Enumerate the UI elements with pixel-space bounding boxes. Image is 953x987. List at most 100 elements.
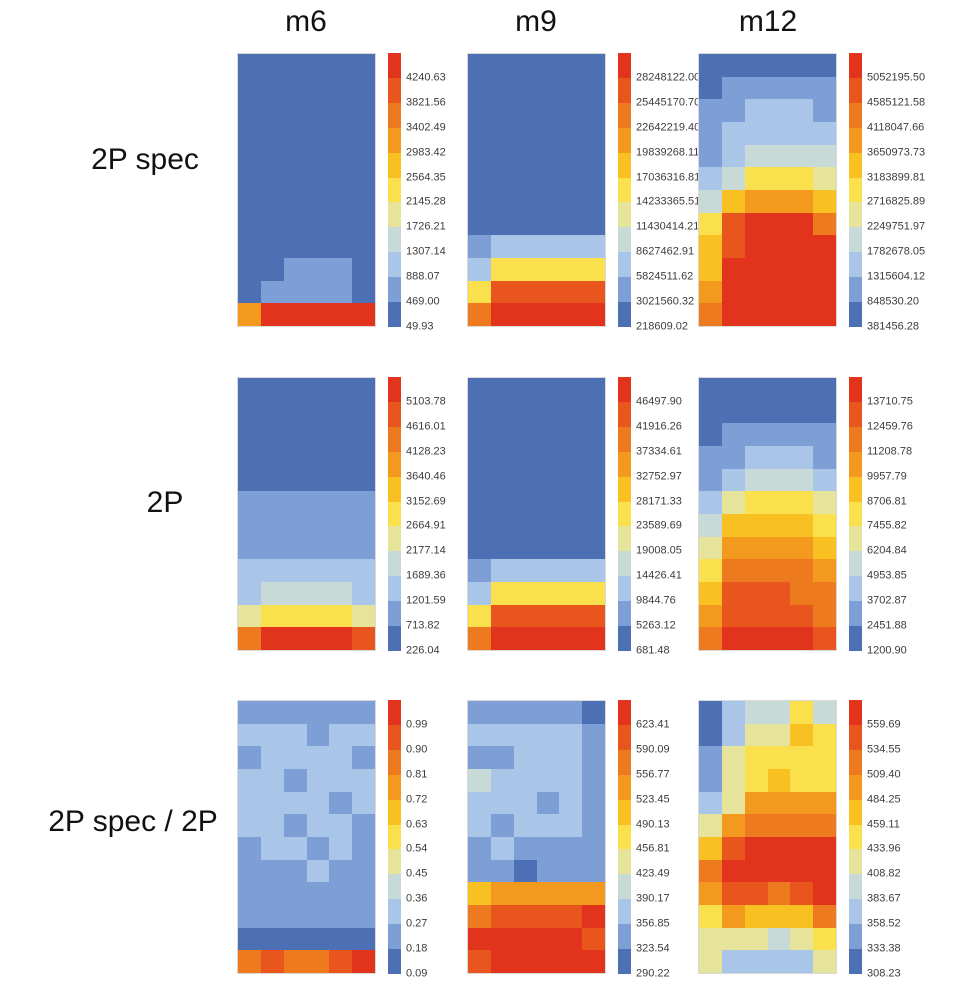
heatmap-cell	[513, 536, 537, 560]
colorbar-tick-label: 408.82	[867, 867, 901, 880]
colorbar-tick-label: 5052195.50	[867, 71, 926, 84]
heatmap-cell	[329, 235, 353, 258]
heatmap-cell	[536, 927, 560, 951]
heatmap-grid-2p-spec-2p-m9	[467, 700, 606, 974]
heatmap-cell	[329, 423, 353, 446]
heatmap-cell	[329, 280, 353, 304]
heatmap-cell	[352, 54, 375, 77]
heatmap-cell	[260, 378, 284, 401]
heatmap-cell	[790, 76, 814, 100]
heatmap-cell	[306, 189, 330, 213]
heatmap-cell	[238, 627, 261, 650]
heatmap-cell	[283, 513, 307, 537]
heatmap-cell	[283, 723, 307, 747]
heatmap-cell	[767, 491, 791, 514]
heatmap-cell	[559, 559, 583, 582]
heatmap-cell	[283, 791, 307, 815]
heatmap-cell	[513, 144, 537, 168]
heatmap-cell	[790, 257, 814, 281]
heatmap-cell	[699, 445, 722, 469]
heatmap-cell	[699, 581, 722, 605]
heatmap-cell	[238, 445, 261, 469]
heatmap-cell	[790, 212, 814, 236]
colorbar-tick-label: 3152.69	[406, 495, 446, 508]
colorbar-segment	[388, 401, 401, 427]
heatmap-cell	[329, 189, 353, 213]
colorbar-tick-label: 2664.91	[406, 519, 446, 532]
heatmap-cell	[306, 303, 330, 326]
heatmap-cell	[490, 513, 514, 537]
column-title-m9: m9	[515, 5, 557, 38]
heatmap-cell	[513, 513, 537, 537]
heatmap-cell	[767, 746, 791, 769]
heatmap-cell	[490, 257, 514, 281]
heatmap-cell	[306, 491, 330, 514]
heatmap-cell	[329, 859, 353, 883]
colorbar-segment	[388, 551, 401, 577]
heatmap-cell	[559, 468, 583, 492]
heatmap-cell	[813, 468, 836, 492]
heatmap-cell	[306, 701, 330, 724]
heatmap-cell	[559, 189, 583, 213]
heatmap-cell	[352, 559, 375, 582]
heatmap-cell	[468, 257, 491, 281]
heatmap-cell	[699, 121, 722, 145]
heatmap-cell	[559, 378, 583, 401]
heatmap-cell	[721, 76, 745, 100]
heatmap-cell	[283, 468, 307, 492]
colorbar-segment	[388, 501, 401, 527]
heatmap-cell	[260, 559, 284, 582]
heatmap-cell	[490, 768, 514, 792]
heatmap-cell	[721, 167, 745, 190]
heatmap-cell	[283, 212, 307, 236]
heatmap-cell	[767, 904, 791, 928]
heatmap-cell	[721, 536, 745, 560]
heatmap-cell	[582, 189, 605, 213]
colorbar-tick-label: 559.69	[867, 718, 901, 731]
heatmap-cell	[490, 76, 514, 100]
heatmap-cell	[260, 746, 284, 769]
heatmap-cell	[238, 904, 261, 928]
heatmap-cell	[536, 536, 560, 560]
heatmap-cell	[744, 54, 768, 77]
heatmap-cell	[490, 121, 514, 145]
heatmap-cell	[468, 627, 491, 650]
heatmap-cell	[513, 400, 537, 424]
heatmap-cell	[790, 768, 814, 792]
heatmap-cell	[699, 536, 722, 560]
heatmap-cell	[490, 882, 514, 905]
heatmap-cell	[582, 235, 605, 258]
heatmap-cell	[744, 167, 768, 190]
heatmap-cell	[468, 54, 491, 77]
heatmap-cell	[790, 513, 814, 537]
colorbar-tick-label: 888.07	[406, 270, 440, 283]
heatmap-cell	[306, 536, 330, 560]
heatmap-cell	[721, 904, 745, 928]
column-title-m6: m6	[285, 5, 327, 38]
heatmap-cell	[490, 950, 514, 973]
heatmap-cell	[513, 76, 537, 100]
heatmap-cell	[260, 859, 284, 883]
colorbar-tick-label: 0.99	[406, 718, 428, 731]
colorbar-tick-label: 4953.85	[867, 569, 907, 582]
colorbar-segment	[618, 177, 631, 203]
heatmap-cell	[352, 791, 375, 815]
colorbar-segment	[849, 849, 862, 875]
colorbar-tick-label: 49.93	[406, 320, 434, 333]
heatmap-cell	[559, 768, 583, 792]
heatmap-cell	[721, 604, 745, 628]
heatmap-cell	[468, 791, 491, 815]
heatmap-cell	[699, 99, 722, 122]
heatmap-cell	[490, 445, 514, 469]
colorbar-tick-label: 3650973.73	[867, 146, 926, 159]
heatmap-cell	[513, 814, 537, 837]
colorbar-tick-label: 5263.12	[636, 619, 676, 632]
heatmap-grid-2p-m9	[467, 377, 606, 651]
heatmap-cell	[468, 423, 491, 446]
heatmap-cell	[699, 768, 722, 792]
heatmap-cell	[352, 513, 375, 537]
colorbar-tick-label: 5824511.62	[636, 270, 694, 283]
heatmap-cell	[582, 927, 605, 951]
heatmap-cell	[329, 468, 353, 492]
colorbar-tick-label: 323.54	[636, 942, 670, 955]
